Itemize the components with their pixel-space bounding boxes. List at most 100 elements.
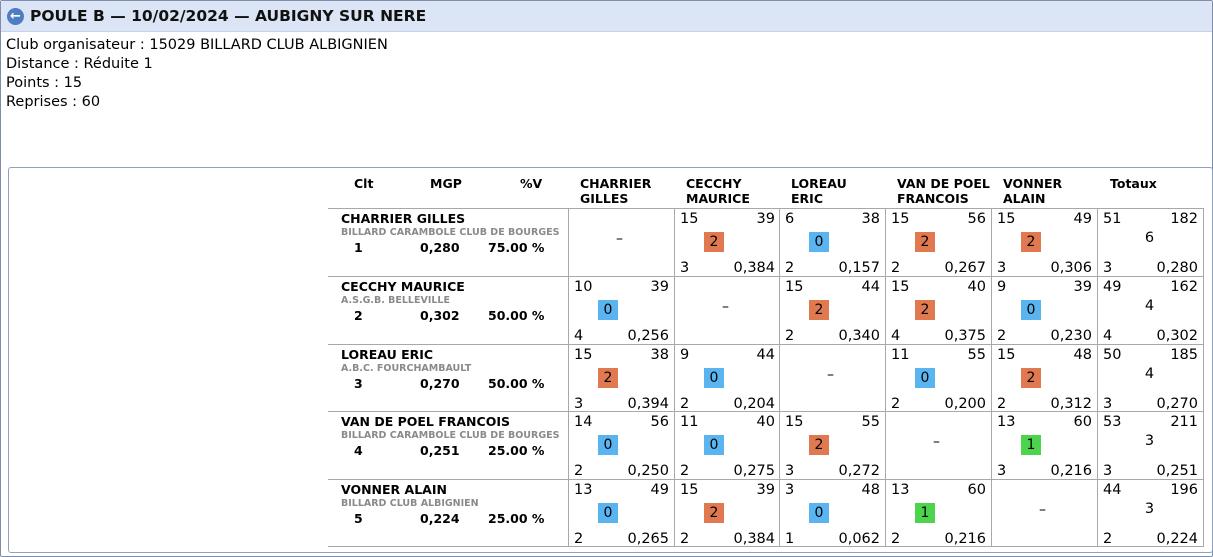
match-average: 0,340 [838,328,880,344]
match-points: 3 [785,482,795,498]
match-points-badge: 0 [598,435,618,455]
player-name: CHARRIER GILLES [341,211,466,226]
grid-divider [1203,208,1204,546]
header-opponent: MAURICE [686,191,750,206]
match-points: 10 [574,279,593,295]
total-points: 50 [1103,347,1122,363]
total-points: 49 [1103,279,1122,295]
grid-divider [328,344,1204,345]
match-caramboles: 56 [650,414,669,430]
match-result-cell: 15 39 2 3 0,384 [674,208,779,276]
match-result-cell: 15 39 2 2 0,384 [674,479,779,547]
back-arrow-icon[interactable]: ← [7,8,24,25]
total-best-series: 4 [1103,328,1113,344]
title-bar: ← POULE B — 10/02/2024 — AUBIGNY SUR NER… [1,1,1212,32]
match-points-badge: 2 [598,368,618,388]
match-best-series: 2 [997,396,1007,412]
self-match-dash: – [933,434,940,450]
player-rank: 3 [354,376,363,391]
match-points: 15 [785,414,804,430]
self-match-dash: – [827,367,834,383]
match-result-cell: 13 60 1 2 0,216 [885,479,990,547]
grid-divider [328,411,1204,412]
match-average: 0,384 [733,531,775,547]
match-best-series: 4 [574,328,584,344]
header-opponent: ERIC [791,191,823,206]
total-caramboles: 162 [1170,279,1198,295]
player-name: CECCHY MAURICE [341,279,465,294]
match-average: 0,375 [944,328,986,344]
match-points-badge: 0 [915,368,935,388]
total-points: 44 [1103,482,1122,498]
header-opponent: FRANCOIS [897,191,969,206]
self-match-dash: – [616,231,623,247]
header-opponent: LOREAU [791,176,847,191]
player-mgp: 0,302 [420,308,460,323]
match-points: 15 [785,279,804,295]
player-club: BILLARD CLUB ALBIGNIEN [341,498,479,509]
match-average: 0,216 [944,531,986,547]
grid-divider [779,208,780,546]
match-average: 0,306 [1050,260,1092,276]
match-best-series: 2 [574,463,584,479]
match-points: 13 [997,414,1016,430]
totals-cell: 53 211 3 3 0,251 [1097,411,1202,479]
match-best-series: 2 [997,328,1007,344]
match-points: 13 [574,482,593,498]
match-best-series: 2 [785,260,795,276]
match-average: 0,267 [944,260,986,276]
total-average: 0,270 [1156,396,1198,412]
match-caramboles: 40 [967,279,986,295]
header-clt: Clt [354,176,374,191]
match-average: 0,256 [627,328,669,344]
match-caramboles: 56 [967,211,986,227]
total-points: 53 [1103,414,1122,430]
match-average: 0,384 [733,260,775,276]
match-result-cell: 15 55 2 3 0,272 [779,411,884,479]
match-points-badge: 0 [598,503,618,523]
match-result-cell: 15 48 2 2 0,312 [991,344,1096,412]
match-caramboles: 48 [861,482,880,498]
match-points-badge: 2 [1021,368,1041,388]
total-best-series: 3 [1103,463,1113,479]
header-totaux: Totaux [1110,176,1157,191]
match-average: 0,216 [1050,463,1092,479]
club-organizer: Club organisateur : 15029 BILLARD CLUB A… [6,37,388,53]
match-result-cell: 9 39 0 2 0,230 [991,276,1096,344]
player-name: VAN DE POEL FRANCOIS [341,414,510,429]
total-best-series: 3 [1103,396,1113,412]
match-result-cell: 15 40 2 4 0,375 [885,276,990,344]
total-points: 51 [1103,211,1122,227]
header-mgp: MGP [430,176,462,191]
match-best-series: 1 [785,531,795,547]
match-best-series: 2 [891,396,901,412]
match-average: 0,230 [1050,328,1092,344]
match-caramboles: 49 [1073,211,1092,227]
match-caramboles: 39 [756,211,775,227]
total-match-points: 4 [1144,298,1155,314]
totals-cell: 50 185 4 3 0,270 [1097,344,1202,412]
match-points: 11 [680,414,699,430]
total-match-points: 6 [1144,230,1155,246]
header-opponent: GILLES [580,191,629,206]
player-rank: 5 [354,511,363,526]
player-percent-v: 25.00 % [488,443,545,458]
match-points-badge: 0 [598,300,618,320]
grid-divider [674,208,675,546]
player-name: VONNER ALAIN [341,482,447,497]
total-best-series: 3 [1103,260,1113,276]
player-rank: 4 [354,443,363,458]
total-average: 0,224 [1156,531,1198,547]
match-caramboles: 48 [1073,347,1092,363]
match-caramboles: 60 [967,482,986,498]
match-best-series: 2 [891,531,901,547]
player-mgp: 0,270 [420,376,460,391]
player-rank: 1 [354,240,363,255]
match-result-cell: 6 38 0 2 0,157 [779,208,884,276]
match-average: 0,312 [1050,396,1092,412]
match-points: 6 [785,211,795,227]
match-points: 9 [680,347,690,363]
grid-divider [991,208,992,546]
grid-divider [1097,208,1098,546]
total-match-points: 4 [1144,366,1155,382]
